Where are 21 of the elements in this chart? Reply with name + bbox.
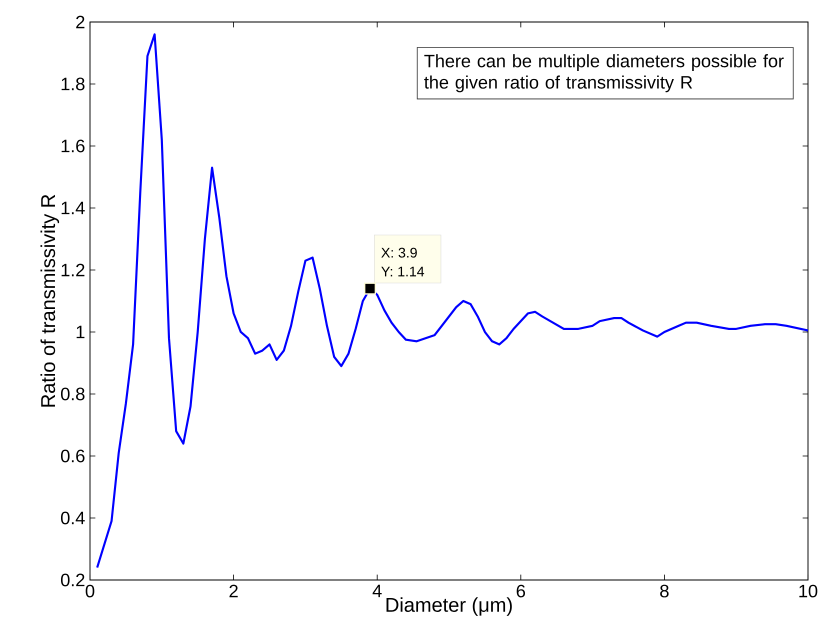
x-tick-label: 6 bbox=[516, 584, 526, 598]
y-tick-label: 0.2 bbox=[60, 574, 84, 586]
y-tick-label: 1.8 bbox=[62, 78, 85, 90]
annotation: Y: 1.14 bbox=[381, 266, 424, 276]
y-tick-label: 2 bbox=[76, 16, 84, 28]
x-tick-label: 8 bbox=[660, 584, 669, 598]
annotation: There can be multiple diameters possible for the given ratio of transmissivity R bbox=[424, 54, 784, 92]
x-axis-title: Diameter (μm) bbox=[386, 597, 512, 616]
y-tick-label: 1.2 bbox=[62, 264, 84, 276]
annotation: X: 3.9 bbox=[381, 248, 417, 258]
y-tick-label: 1 bbox=[76, 326, 84, 338]
y-tick-label: 0.4 bbox=[60, 512, 85, 524]
y-tick-label: 1.6 bbox=[62, 140, 85, 152]
y-tick-label: 1.4 bbox=[62, 202, 85, 214]
x-tick-label: 0 bbox=[86, 584, 94, 598]
x-tick-label: 2 bbox=[230, 584, 238, 598]
y-tick-label: 0.8 bbox=[60, 388, 85, 400]
y-tick-label: 0.6 bbox=[60, 450, 85, 462]
x-tick-label: 4 bbox=[372, 584, 382, 598]
x-tick-label: 10 bbox=[799, 584, 818, 598]
y-axis-title: Ratio of transmissivity R bbox=[40, 194, 60, 407]
